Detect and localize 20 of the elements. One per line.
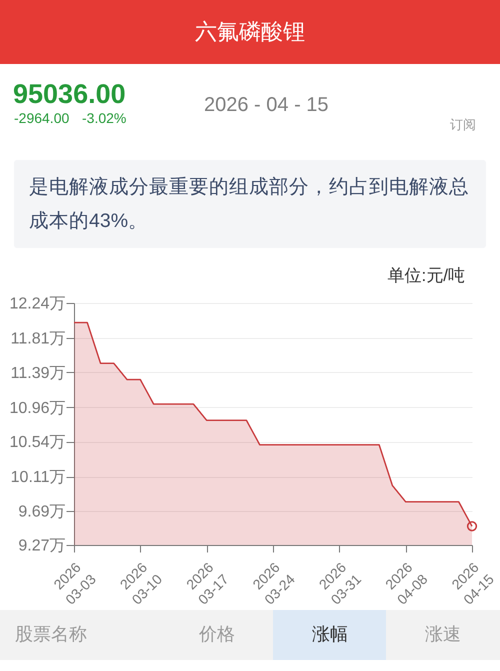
y-tick-label: 10.11万 (10, 469, 66, 486)
text: 涨速 (425, 624, 461, 644)
text: 价格 (198, 624, 235, 644)
text: 涨幅 (312, 624, 348, 644)
y-tick-label: 10.54万 (9, 434, 66, 452)
text: 单位:元/吨 (388, 266, 465, 285)
chart-title: 六氟磷酸锂 (195, 19, 305, 44)
y-tick-label: 11.39万 (10, 364, 66, 382)
y-tick-label: 9.69万 (18, 503, 66, 520)
text: 2026 - 04 - 15 (204, 94, 329, 116)
text: 股票名称 (15, 624, 87, 644)
text: 是电解液成分最重要的组成部分，约占到电解液总成本的43%。 (29, 176, 469, 232)
y-tick-label: 11.81万 (10, 330, 66, 348)
text: 订阅 (450, 117, 476, 132)
text: 95036.00 (13, 79, 126, 109)
text: -2964.00 (14, 110, 70, 126)
y-tick-label: 9.27万 (18, 538, 66, 554)
y-tick-label: 12.24万 (9, 296, 66, 312)
y-tick-label: 10.96万 (9, 400, 66, 417)
text: -3.02% (82, 110, 126, 126)
